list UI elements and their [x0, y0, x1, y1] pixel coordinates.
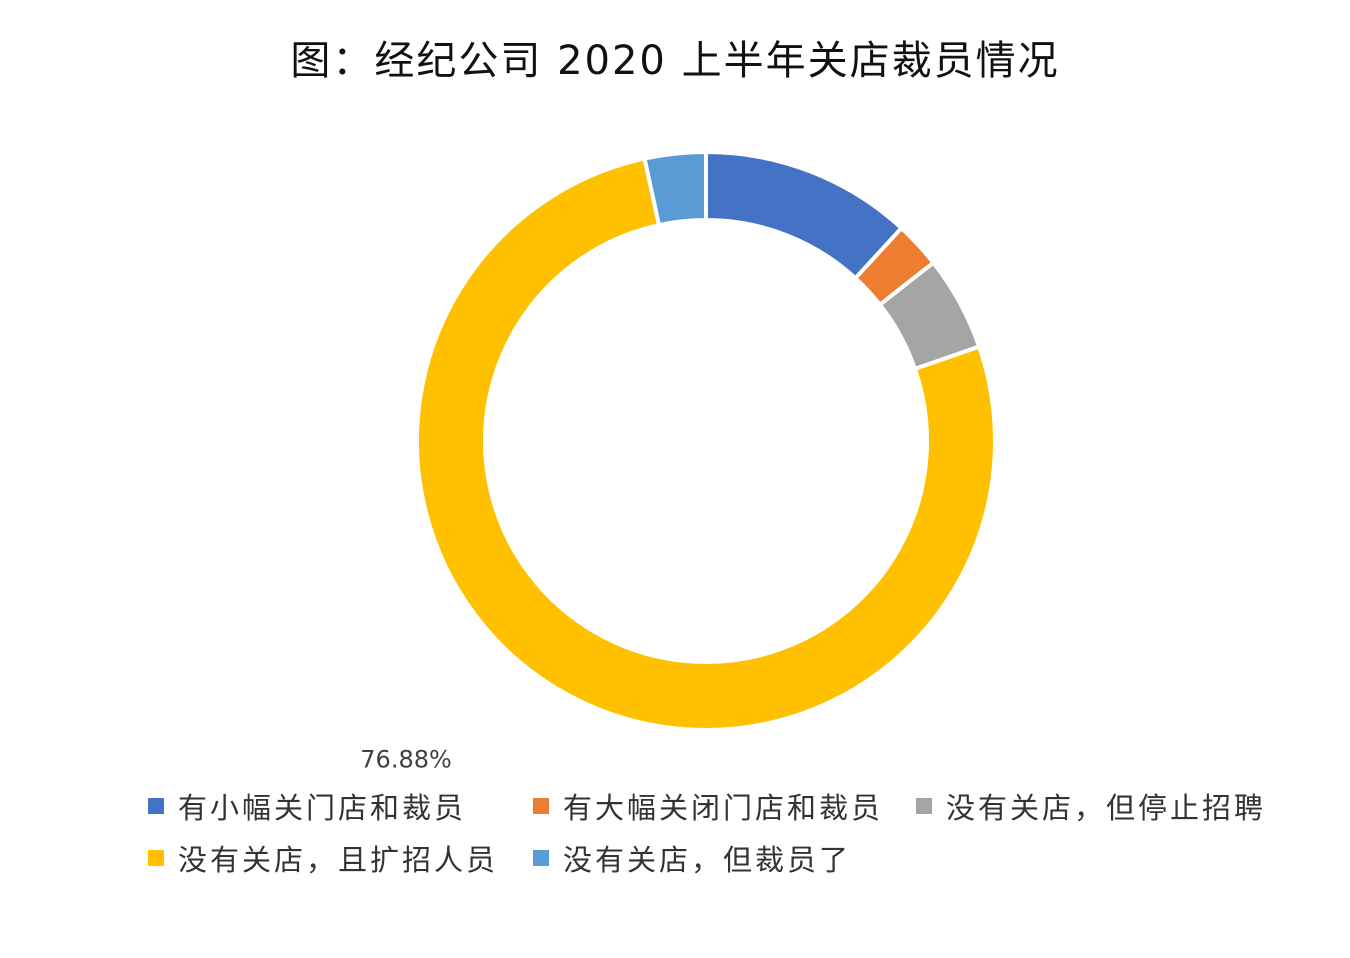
- legend-label: 有大幅关闭门店和裁员: [563, 791, 884, 825]
- legend-swatch: [148, 850, 164, 866]
- legend-item: 没有关店，且扩招人员: [148, 837, 498, 879]
- legend-item: 有大幅关闭门店和裁员: [533, 785, 883, 827]
- legend-item: 没有关店，但裁员了: [533, 837, 851, 879]
- legend-label: 没有关店，但停止招聘: [946, 791, 1267, 825]
- donut-slice-5: [642, 150, 708, 228]
- legend: 有小幅关门店和裁员 有大幅关闭门店和裁员 没有关店，但停止招聘 没有关店，且扩招人员…: [0, 780, 1350, 884]
- donut-slices: [415, 150, 997, 732]
- legend-swatch: [148, 798, 164, 814]
- legend-item: 有小幅关门店和裁员: [148, 785, 466, 827]
- donut-slice-4: [415, 156, 997, 732]
- data-label: 76.88%: [360, 745, 452, 773]
- legend-swatch: [916, 798, 932, 814]
- legend-row: 没有关店，且扩招人员 没有关店，但裁员了: [0, 832, 1350, 884]
- legend-item: 没有关店，但停止招聘: [916, 785, 1266, 827]
- legend-label: 没有关店，但裁员了: [563, 843, 852, 877]
- legend-row: 有小幅关门店和裁员 有大幅关闭门店和裁员 没有关店，但停止招聘: [0, 780, 1350, 832]
- data-labels: 76.88%: [360, 745, 452, 773]
- legend-swatch: [533, 798, 549, 814]
- legend-label: 没有关店，且扩招人员: [178, 843, 499, 877]
- legend-swatch: [533, 850, 549, 866]
- chart-title: 图：经纪公司 2020 上半年关店裁员情况: [290, 38, 1060, 84]
- legend-label: 有小幅关门店和裁员: [178, 791, 467, 825]
